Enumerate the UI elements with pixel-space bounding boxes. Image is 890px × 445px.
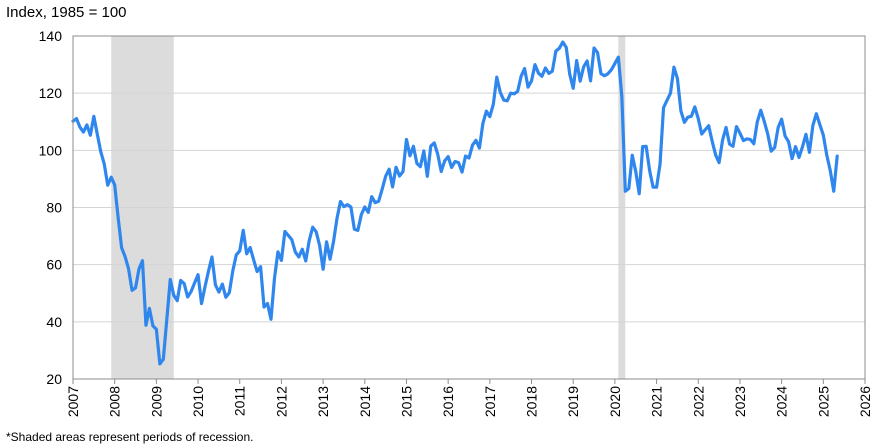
- x-tick-label-2018: 2018: [524, 386, 540, 417]
- x-tick-label-2009: 2009: [148, 386, 164, 417]
- y-tick-label-20: 20: [46, 371, 62, 387]
- y-tick-label-60: 60: [46, 257, 62, 273]
- x-tick-label-2007: 2007: [65, 386, 81, 417]
- x-tick-label-2026: 2026: [857, 386, 873, 417]
- x-tick-label-2016: 2016: [440, 386, 456, 417]
- footnote: *Shaded areas represent periods of reces…: [6, 430, 253, 444]
- x-tick-label-2015: 2015: [398, 386, 414, 417]
- x-tick-label-2022: 2022: [690, 386, 706, 417]
- x-tick-label-2025: 2025: [815, 386, 831, 417]
- x-tick-label-2008: 2008: [107, 386, 123, 417]
- x-tick-label-2011: 2011: [232, 386, 248, 416]
- y-tick-label-100: 100: [39, 142, 63, 158]
- plot-frame: [72, 35, 866, 380]
- x-tick-label-2024: 2024: [774, 386, 790, 417]
- x-tick-label-2021: 2021: [649, 386, 665, 417]
- x-axis-ticks: 2007 2008 2009 2010 2011 2012 2013 2014 2015 2016…: [65, 379, 873, 417]
- y-tick-label-40: 40: [46, 314, 62, 330]
- y-tick-label-120: 120: [39, 85, 63, 101]
- x-tick-label-2012: 2012: [273, 386, 289, 417]
- x-tick-label-2019: 2019: [565, 386, 581, 417]
- x-tick-label-2013: 2013: [315, 386, 331, 417]
- y-tick-label-80: 80: [46, 200, 62, 216]
- x-tick-label-2020: 2020: [607, 386, 623, 417]
- series-line-1: [71, 40, 839, 366]
- y-tick-label-140: 140: [39, 28, 63, 44]
- plot-area: [71, 35, 866, 380]
- gridlines: [73, 92, 865, 323]
- data-series: [71, 40, 839, 366]
- y-axis-ticks: 20 40 60 80 100 120 140: [39, 28, 63, 387]
- x-tick-label-2023: 2023: [732, 386, 748, 417]
- x-tick-label-2014: 2014: [357, 386, 373, 417]
- x-tick-label-2017: 2017: [482, 386, 498, 417]
- x-tick-label-2010: 2010: [190, 386, 206, 417]
- y-axis-label: Index, 1985 = 100: [6, 4, 127, 21]
